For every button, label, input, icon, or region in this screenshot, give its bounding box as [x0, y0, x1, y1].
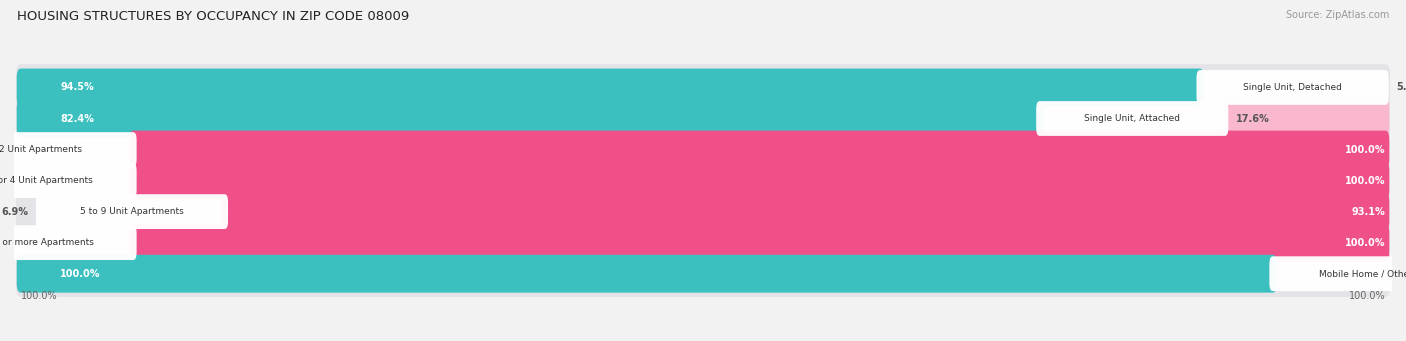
FancyBboxPatch shape — [0, 225, 136, 260]
Text: HOUSING STRUCTURES BY OCCUPANCY IN ZIP CODE 08009: HOUSING STRUCTURES BY OCCUPANCY IN ZIP C… — [17, 10, 409, 23]
Text: 100.0%: 100.0% — [1344, 176, 1385, 186]
FancyBboxPatch shape — [17, 100, 1043, 137]
Text: 6.9%: 6.9% — [1, 207, 28, 217]
Text: 2 Unit Apartments: 2 Unit Apartments — [0, 145, 82, 154]
FancyBboxPatch shape — [129, 162, 1389, 199]
Text: 93.1%: 93.1% — [1351, 207, 1385, 217]
FancyBboxPatch shape — [0, 163, 136, 198]
FancyBboxPatch shape — [221, 193, 1389, 231]
FancyBboxPatch shape — [17, 255, 1277, 293]
FancyBboxPatch shape — [15, 64, 1391, 111]
Text: 5 to 9 Unit Apartments: 5 to 9 Unit Apartments — [80, 207, 184, 216]
FancyBboxPatch shape — [15, 250, 1391, 297]
Text: 100.0%: 100.0% — [60, 269, 101, 279]
FancyBboxPatch shape — [15, 219, 1391, 266]
Text: Single Unit, Detached: Single Unit, Detached — [1243, 83, 1341, 92]
Text: 10 or more Apartments: 10 or more Apartments — [0, 238, 93, 247]
Text: 100.0%: 100.0% — [1348, 291, 1385, 301]
FancyBboxPatch shape — [15, 95, 1391, 142]
Text: 82.4%: 82.4% — [60, 114, 94, 123]
FancyBboxPatch shape — [1220, 100, 1389, 137]
FancyBboxPatch shape — [1197, 70, 1389, 105]
Text: 5.5%: 5.5% — [1396, 83, 1406, 92]
Text: Single Unit, Attached: Single Unit, Attached — [1084, 114, 1180, 123]
Text: 100.0%: 100.0% — [21, 291, 58, 301]
Text: 100.0%: 100.0% — [1344, 145, 1385, 154]
FancyBboxPatch shape — [37, 194, 228, 229]
FancyBboxPatch shape — [1036, 101, 1229, 136]
Text: 94.5%: 94.5% — [60, 83, 94, 92]
Text: 100.0%: 100.0% — [1344, 238, 1385, 248]
FancyBboxPatch shape — [17, 69, 1204, 106]
Text: Source: ZipAtlas.com: Source: ZipAtlas.com — [1285, 10, 1389, 20]
FancyBboxPatch shape — [15, 157, 1391, 204]
Text: Mobile Home / Other: Mobile Home / Other — [1319, 269, 1406, 278]
Text: 3 or 4 Unit Apartments: 3 or 4 Unit Apartments — [0, 176, 93, 185]
Text: 17.6%: 17.6% — [1236, 114, 1270, 123]
FancyBboxPatch shape — [15, 188, 1391, 235]
FancyBboxPatch shape — [1270, 256, 1406, 291]
FancyBboxPatch shape — [0, 132, 136, 167]
FancyBboxPatch shape — [129, 224, 1389, 262]
FancyBboxPatch shape — [129, 131, 1389, 168]
FancyBboxPatch shape — [15, 126, 1391, 173]
